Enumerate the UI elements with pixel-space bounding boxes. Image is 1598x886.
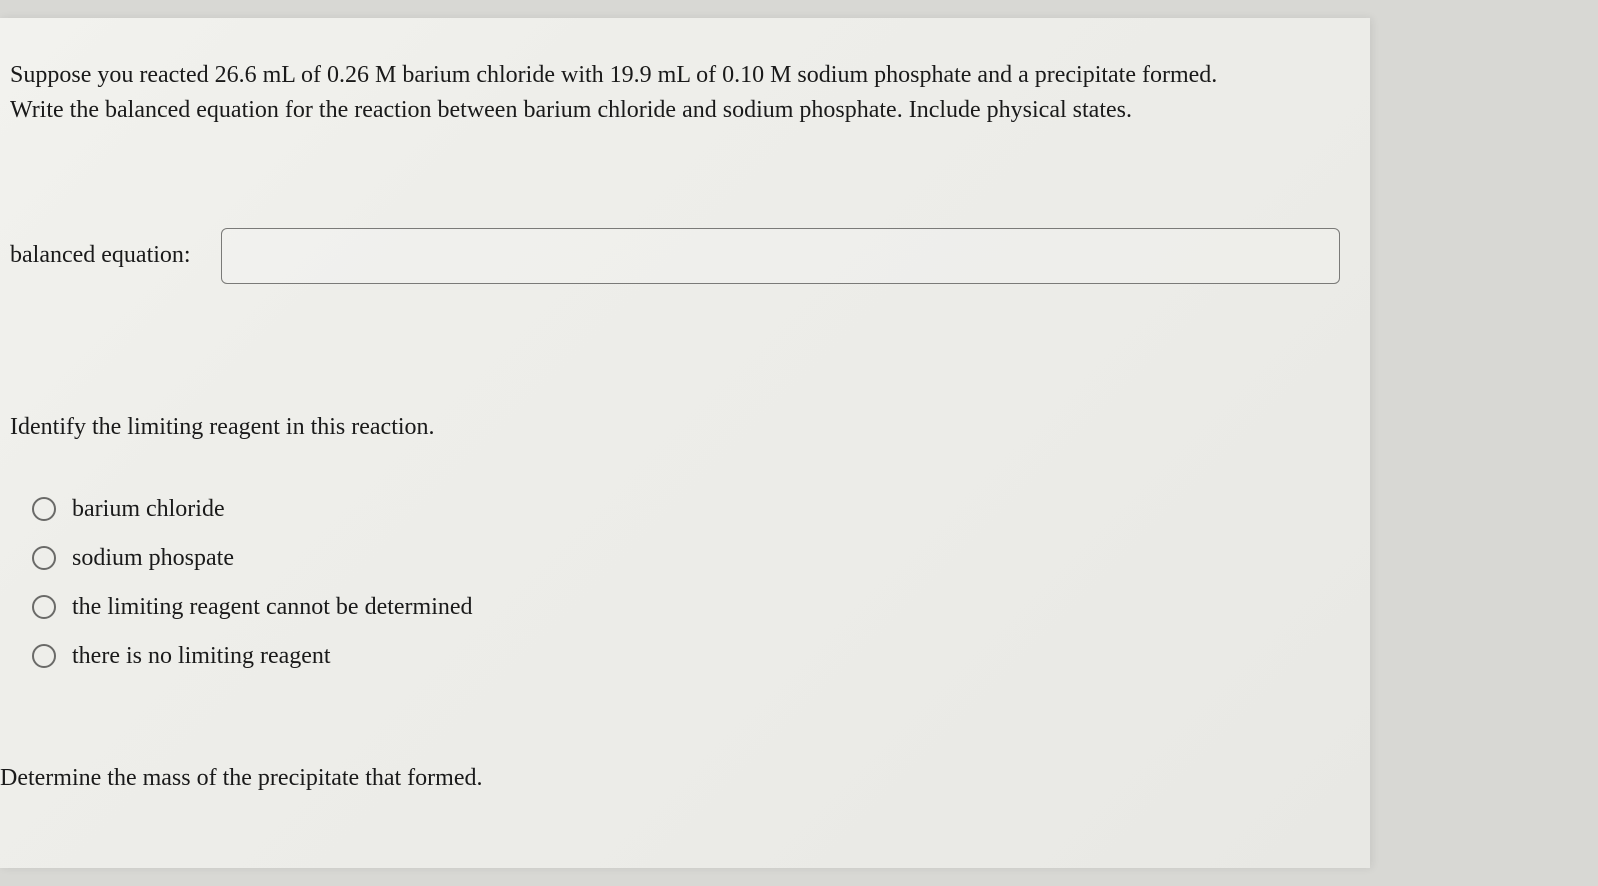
option-sodium-phosphate[interactable]: sodium phospate	[32, 545, 1340, 572]
option-no-limiting-reagent[interactable]: there is no limiting reagent	[32, 643, 1340, 670]
option-label: sodium phospate	[72, 545, 234, 572]
balanced-equation-input[interactable]	[221, 228, 1340, 284]
option-barium-chloride[interactable]: barium chloride	[32, 496, 1340, 523]
option-label: the limiting reagent cannot be determine…	[72, 594, 473, 621]
limiting-reagent-prompt: Identify the limiting reagent in this re…	[10, 414, 1340, 441]
radio-icon	[32, 595, 56, 619]
limiting-reagent-options: barium chloride sodium phospate the limi…	[10, 496, 1340, 670]
balanced-equation-label: balanced equation:	[10, 242, 191, 269]
intro-line-1: Suppose you reacted 26.6 mL of 0.26 M ba…	[10, 62, 1217, 88]
intro-line-2: Write the balanced equation for the reac…	[10, 97, 1132, 123]
radio-icon	[32, 644, 56, 668]
option-label: there is no limiting reagent	[72, 643, 331, 670]
question-page: Suppose you reacted 26.6 mL of 0.26 M ba…	[0, 18, 1370, 868]
precipitate-mass-prompt: Determine the mass of the precipitate th…	[0, 765, 1340, 792]
option-cannot-determine[interactable]: the limiting reagent cannot be determine…	[32, 594, 1340, 621]
option-label: barium chloride	[72, 496, 225, 523]
radio-icon	[32, 546, 56, 570]
balanced-equation-row: balanced equation:	[10, 228, 1340, 284]
intro-text: Suppose you reacted 26.6 mL of 0.26 M ba…	[10, 58, 1340, 128]
radio-icon	[32, 497, 56, 521]
